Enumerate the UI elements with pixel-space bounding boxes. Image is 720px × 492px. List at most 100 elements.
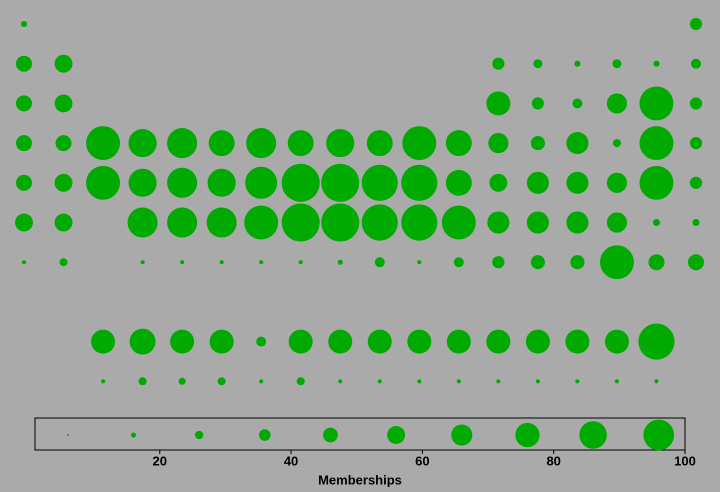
bubble [402, 126, 437, 161]
legend-bubble [130, 432, 137, 438]
bubble [217, 377, 226, 386]
bubble [20, 20, 28, 28]
legend-bubble [194, 430, 204, 440]
bubble [612, 139, 621, 148]
bubble [298, 260, 303, 265]
bubble [361, 164, 398, 201]
legend-bubble [387, 426, 406, 444]
bubble [128, 129, 157, 158]
bubble [54, 94, 73, 113]
x-tick-label: 60 [415, 453, 429, 468]
bubble [441, 205, 476, 240]
bubble [453, 257, 464, 268]
bubble [337, 259, 343, 265]
x-tick-label: 80 [546, 453, 560, 468]
legend-bubble [579, 421, 607, 449]
bubble [55, 135, 72, 152]
bubble [127, 207, 158, 238]
bubble [178, 377, 186, 385]
bubble [326, 129, 355, 158]
bubble [288, 329, 313, 354]
bubble [566, 132, 589, 155]
legend-bubble [259, 429, 271, 441]
bubble [606, 93, 628, 114]
bubble [259, 260, 264, 265]
bubble [530, 136, 545, 151]
bubble [21, 260, 27, 265]
bubble [401, 204, 438, 241]
bubble [54, 173, 73, 192]
bubble [639, 165, 674, 200]
bubble [16, 95, 32, 112]
bubble [526, 171, 549, 194]
bubble [688, 254, 704, 271]
bubble [140, 260, 145, 265]
bubble [86, 126, 121, 161]
bubble [209, 329, 234, 354]
bubble [572, 98, 583, 109]
bubble [492, 256, 505, 269]
bubble [531, 97, 544, 110]
bubble [692, 218, 700, 227]
legend-bubble [66, 434, 69, 436]
legend-box [34, 417, 686, 451]
bubble [488, 133, 509, 154]
bubble [281, 163, 320, 202]
bubble [691, 58, 701, 69]
bubble [565, 329, 590, 354]
bubble [535, 379, 540, 384]
legend-bubble [451, 424, 473, 446]
bubble [129, 328, 156, 355]
bubble [91, 329, 116, 354]
x-tick-label: 40 [284, 453, 298, 468]
bubble [100, 379, 106, 384]
bubble [59, 258, 68, 267]
bubble [492, 57, 505, 70]
bubble [606, 212, 628, 233]
bubble [377, 379, 382, 384]
bubble [259, 379, 264, 384]
bubble [689, 137, 703, 150]
bubble [128, 168, 157, 197]
bubble [180, 260, 185, 265]
bubble [167, 207, 198, 238]
bubble [599, 245, 634, 280]
bubble [445, 169, 472, 196]
bubble [86, 165, 121, 200]
bubble [575, 379, 580, 384]
bubble [604, 329, 629, 354]
bubble [566, 211, 589, 234]
bubble [244, 205, 279, 240]
legend-bubble [643, 419, 675, 451]
bubble [245, 166, 278, 199]
bubble [446, 329, 471, 354]
bubble [407, 329, 432, 354]
bubble [246, 128, 277, 159]
bubble [296, 377, 305, 386]
bubble [570, 255, 585, 270]
bubble [486, 91, 511, 116]
bubble [612, 59, 622, 69]
bubble [638, 323, 675, 360]
bubble [170, 329, 195, 354]
bubble [287, 130, 314, 157]
bubble [566, 171, 589, 194]
bubble [54, 213, 73, 232]
bubble [689, 97, 703, 110]
bubble [367, 329, 392, 354]
bubble [445, 130, 472, 157]
bubble [533, 59, 543, 69]
legend-bubble [323, 427, 338, 443]
bubble [207, 168, 236, 197]
bubble [530, 255, 545, 270]
bubble [167, 128, 198, 159]
bubble [206, 207, 237, 238]
bubble [489, 173, 508, 192]
bubble [689, 176, 703, 189]
bubble [652, 218, 660, 227]
bubble [328, 329, 353, 354]
bubble [654, 379, 659, 384]
bubble [321, 203, 360, 242]
bubble [456, 379, 461, 384]
